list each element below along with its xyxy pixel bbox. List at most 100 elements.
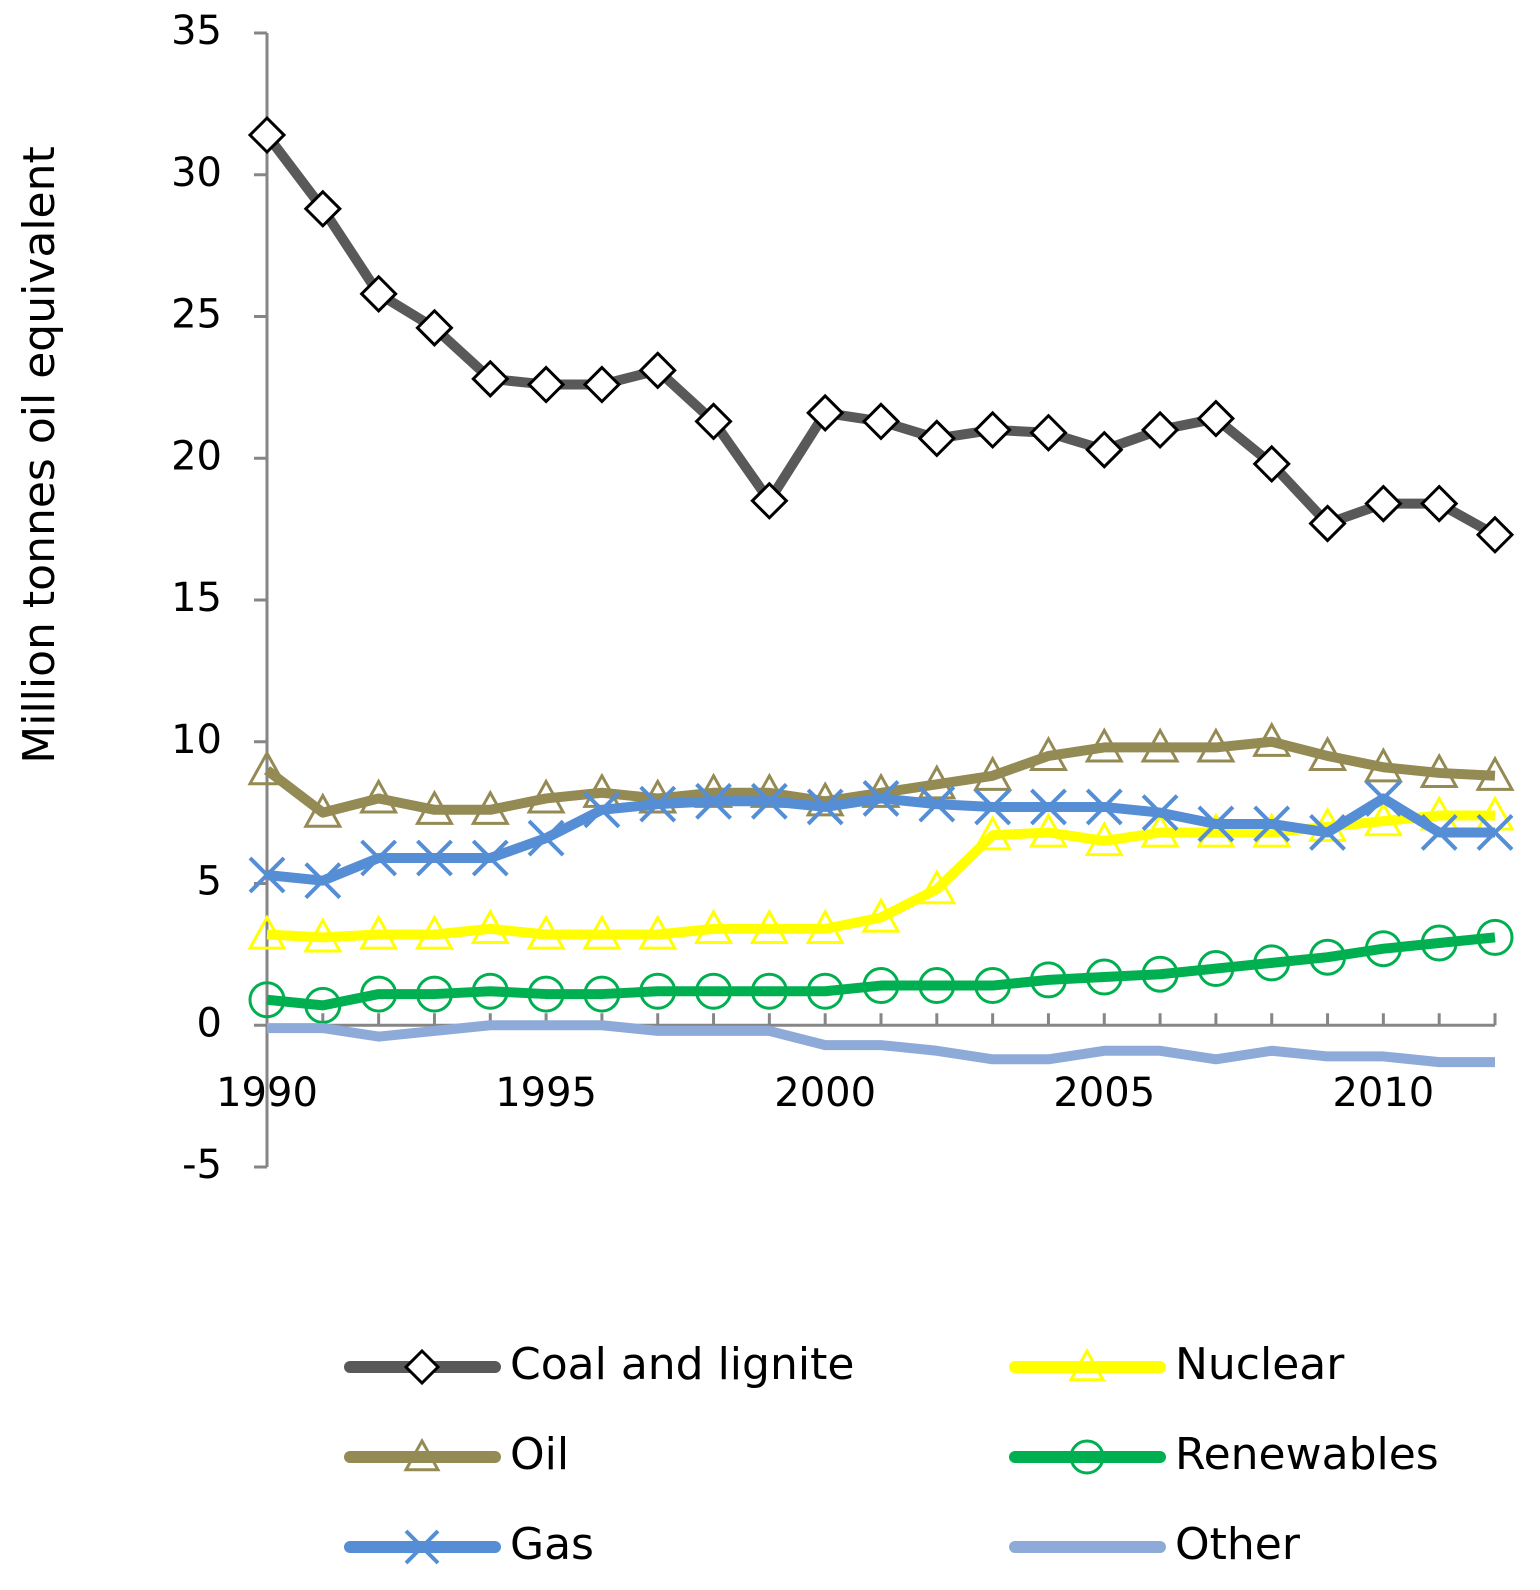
x-tick-label: 2000 <box>774 1070 876 1116</box>
marker <box>526 365 566 404</box>
marker <box>582 365 622 404</box>
marker <box>304 986 342 1024</box>
marker <box>526 778 566 814</box>
marker <box>695 972 733 1010</box>
marker <box>1309 814 1346 851</box>
series-line <box>266 932 1496 1011</box>
axes: -5 0 5 10 15 20 25 30 35 1990 1995 2000 2005 2010 <box>171 8 1497 1188</box>
marker <box>1140 410 1180 450</box>
marker <box>1029 413 1068 452</box>
legend-label: Other <box>1175 1519 1301 1570</box>
marker <box>1364 780 1402 817</box>
marker <box>1028 812 1069 848</box>
series-line <box>267 1020 1495 1068</box>
marker <box>583 975 621 1013</box>
marker <box>861 402 901 441</box>
marker <box>917 869 957 905</box>
marker <box>403 1437 441 1472</box>
marker <box>360 975 398 1013</box>
marker <box>750 972 788 1010</box>
marker <box>1252 444 1291 484</box>
marker <box>1364 930 1402 968</box>
marker <box>416 839 453 877</box>
marker <box>974 967 1012 1005</box>
marker <box>303 189 342 228</box>
marker <box>471 972 509 1010</box>
marker <box>1140 812 1180 848</box>
y-tick-label: 0 <box>197 1000 222 1046</box>
marker <box>918 967 956 1005</box>
y-tick-label: 35 <box>171 8 222 54</box>
marker <box>1420 814 1458 851</box>
marker <box>360 839 398 877</box>
marker <box>1197 950 1235 988</box>
marker <box>1476 814 1514 851</box>
marker <box>527 819 565 857</box>
marker <box>404 1529 440 1565</box>
marker <box>749 908 789 944</box>
marker <box>1363 801 1403 837</box>
legend-label: Oil <box>510 1429 569 1480</box>
marker <box>862 780 900 817</box>
marker <box>694 402 733 441</box>
series-line <box>263 132 1498 540</box>
marker <box>303 917 343 953</box>
marker <box>1069 1439 1105 1475</box>
y-tick-label: 30 <box>171 150 222 196</box>
marker <box>973 410 1012 450</box>
plot-area <box>247 115 1515 1068</box>
marker <box>750 782 788 820</box>
y-tick-label: -5 <box>182 1142 222 1188</box>
marker <box>304 862 342 900</box>
marker <box>359 274 398 313</box>
marker <box>1029 961 1067 999</box>
marker <box>415 975 453 1013</box>
y-tick-label: 10 <box>171 717 222 763</box>
marker <box>806 393 845 433</box>
x-tick-label: 2005 <box>1053 1070 1155 1116</box>
y-tick-label: 20 <box>171 433 222 479</box>
marker <box>974 788 1012 826</box>
marker <box>1475 515 1515 554</box>
marker <box>638 351 677 390</box>
x-tick-label: 1990 <box>216 1070 318 1116</box>
marker <box>1419 752 1459 789</box>
marker <box>1196 399 1236 438</box>
marker <box>1084 820 1124 857</box>
marker <box>359 778 399 814</box>
x-tick-label: 2010 <box>1332 1070 1434 1116</box>
marker <box>1141 955 1179 993</box>
x-tick-label: 1995 <box>495 1070 597 1116</box>
series-line <box>263 736 1496 818</box>
marker <box>1253 944 1291 982</box>
marker <box>973 815 1013 851</box>
marker <box>403 1348 441 1386</box>
marker <box>1307 735 1348 772</box>
marker <box>1141 794 1179 832</box>
marker <box>805 908 845 944</box>
marker <box>1420 484 1459 523</box>
marker <box>1028 735 1069 772</box>
marker <box>247 914 287 950</box>
marker <box>470 789 510 825</box>
marker <box>1364 484 1403 523</box>
marker <box>1476 918 1514 956</box>
marker <box>415 308 454 347</box>
marker <box>247 115 287 155</box>
marker <box>1030 788 1067 826</box>
legend-label: Gas <box>510 1519 594 1570</box>
legend-label: Nuclear <box>1175 1339 1345 1390</box>
marker <box>248 856 286 894</box>
marker <box>917 419 956 458</box>
marker <box>471 359 510 398</box>
marker <box>1252 721 1292 757</box>
marker <box>750 481 789 520</box>
marker <box>247 750 287 786</box>
marker <box>1068 1347 1106 1382</box>
marker <box>303 792 343 828</box>
marker <box>693 908 734 944</box>
y-axis-label: Million tonnes oil equivalent <box>14 146 65 763</box>
marker <box>1197 805 1235 843</box>
marker <box>973 755 1013 791</box>
marker <box>806 788 844 826</box>
